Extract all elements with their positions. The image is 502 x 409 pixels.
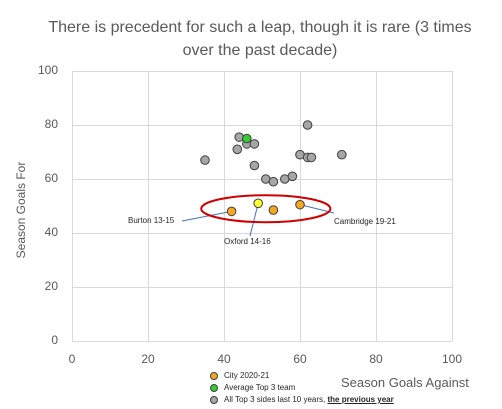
top3-previous-year-point — [287, 171, 298, 182]
top3-previous-year-point — [268, 176, 279, 187]
y-tick-label: 60 — [44, 171, 58, 185]
y-tick-label: 100 — [37, 63, 58, 77]
legend-label-all-top3-main: All Top 3 sides last 10 years, — [224, 395, 326, 404]
legend: City 2020-21 Average Top 3 team All Top … — [210, 370, 394, 406]
oxford-14-16-point — [253, 198, 264, 209]
legend-label-city: City 2020-21 — [224, 371, 270, 380]
x-axis-label: Season Goals Against — [341, 375, 469, 390]
top3-previous-year-point — [249, 139, 260, 149]
city-2020-21-point — [226, 206, 237, 217]
x-tick-label: 100 — [441, 352, 463, 366]
x-tick-label: 60 — [293, 352, 307, 366]
gridline-x-0 — [72, 71, 73, 341]
gridline-x-100 — [452, 71, 453, 341]
gridline-y-80 — [72, 125, 452, 126]
legend-label-average: Average Top 3 team — [224, 383, 296, 392]
leader-line-oxford — [249, 203, 259, 237]
legend-label-all-top3: All Top 3 sides last 10 years, the previ… — [224, 395, 394, 404]
top3-previous-year-point — [232, 144, 243, 155]
city-2020-21-point — [295, 199, 305, 210]
legend-label-all-top3-emphasis: the previous year — [327, 395, 394, 404]
x-tick-label: 0 — [68, 352, 76, 366]
gridline-y-20 — [72, 287, 452, 288]
legend-marker-all-top3 — [210, 395, 218, 404]
gridline-x-20 — [148, 71, 149, 341]
y-tick-label: 80 — [44, 117, 58, 131]
gridline-y-100 — [72, 71, 452, 72]
y-tick-label: 0 — [51, 333, 58, 347]
legend-item-city: City 2020-21 — [210, 370, 394, 381]
top3-previous-year-point — [337, 149, 347, 160]
chart-title: There is precedent for such a leap, thou… — [48, 19, 472, 59]
legend-marker-city — [210, 371, 218, 380]
gridline-x-40 — [224, 71, 225, 341]
top3-previous-year-point — [302, 120, 313, 130]
x-tick-label: 20 — [141, 352, 155, 366]
gridline-y-0 — [72, 341, 452, 342]
legend-item-average: Average Top 3 team — [210, 382, 394, 393]
annotation-cambridge: Cambridge 19-21 — [334, 217, 396, 226]
gridline-y-40 — [72, 233, 452, 234]
top3-previous-year-point — [306, 152, 317, 163]
average-top3-point — [242, 133, 252, 144]
leader-line-burton — [181, 210, 232, 222]
gridline-x-80 — [376, 71, 377, 341]
annotation-oxford: Oxford 14-16 — [224, 237, 271, 246]
top3-previous-year-point — [200, 155, 210, 165]
y-tick-label: 40 — [44, 225, 58, 239]
legend-item-all-top3: All Top 3 sides last 10 years, the previ… — [210, 394, 394, 405]
highlight-ellipse — [200, 194, 332, 224]
y-tick-label: 20 — [44, 279, 58, 293]
annotation-burton: Burton 13-15 — [128, 216, 175, 225]
x-tick-label: 80 — [369, 352, 383, 366]
legend-marker-average — [210, 383, 218, 392]
x-tick-label: 40 — [217, 352, 231, 366]
city-2020-21-point — [268, 205, 279, 215]
top3-previous-year-point — [249, 160, 260, 171]
